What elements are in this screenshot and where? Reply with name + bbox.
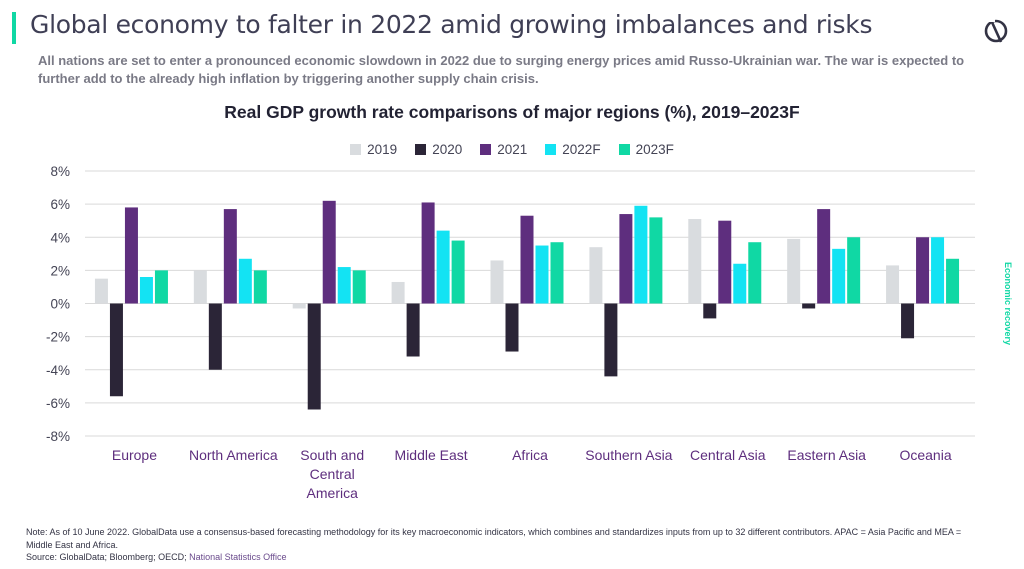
legend-item: 2023F [618, 142, 674, 157]
y-tick-label: 0% [50, 297, 70, 312]
y-tick-label: 4% [50, 230, 70, 245]
bar [901, 303, 915, 339]
legend-label: 2020 [432, 142, 463, 157]
chart-legend: 2019 2020 2021 2022F 2023F [0, 142, 1024, 157]
footnote: Note: As of 10 June 2022. GlobalData use… [26, 526, 986, 564]
bar [292, 303, 306, 309]
bar [94, 278, 108, 304]
page-title: Global economy to falter in 2022 amid gr… [30, 10, 873, 39]
y-tick-label: 8% [50, 164, 70, 179]
y-tick-label: -8% [46, 429, 70, 444]
legend-swatch [618, 144, 630, 155]
x-tick-label: North America [189, 447, 278, 463]
x-tick-label: South and [300, 447, 364, 463]
bar [703, 303, 717, 319]
title-accent-bar [12, 12, 16, 44]
source-text: Source: GlobalData; Bloomberg; OECD; [26, 552, 190, 562]
bar [124, 207, 138, 304]
bar [520, 215, 534, 304]
bar [817, 209, 831, 304]
bar [550, 242, 564, 304]
legend-item: 2020 [415, 142, 462, 157]
bar [916, 237, 930, 304]
bar [505, 303, 519, 352]
x-tick-label: Europe [112, 447, 157, 463]
bar [733, 263, 747, 304]
legend-label: 2023F [635, 142, 674, 157]
bar [451, 240, 465, 304]
legend-swatch [350, 144, 362, 155]
x-tick-label: Eastern Asia [787, 447, 866, 463]
legend-label: 2019 [367, 142, 398, 157]
x-tick-label: Oceania [899, 447, 951, 463]
legend-swatch [415, 144, 427, 155]
bar [154, 270, 168, 304]
legend-label: 2022F [562, 142, 601, 157]
bar [649, 217, 663, 304]
bar [748, 242, 762, 304]
x-tick-label: Middle East [395, 447, 468, 463]
chart-title: Real GDP growth rate comparisons of majo… [224, 102, 800, 122]
bar [634, 205, 648, 304]
source-link[interactable]: National Statistics Office [189, 552, 287, 562]
x-tick-label: Central Asia [690, 447, 766, 463]
bar [619, 214, 633, 304]
y-tick-label: -2% [46, 330, 70, 345]
bar [832, 248, 846, 304]
y-tick-label: 6% [50, 197, 70, 212]
x-tick-label: Southern Asia [585, 447, 672, 463]
footnote-source: Source: GlobalData; Bloomberg; OECD; Nat… [26, 551, 986, 564]
globaldata-logo-icon [984, 18, 1008, 43]
bar [886, 265, 900, 304]
bar-chart: 8% 6% 4% 2% 0% -2% -4% -6% -8% Europe North Americ… [46, 164, 975, 501]
bar [109, 303, 123, 397]
bar [931, 237, 945, 304]
legend-item: 2021 [480, 142, 527, 157]
bar [406, 303, 420, 357]
x-tick-label: America [307, 485, 359, 501]
bar [535, 245, 549, 304]
x-tick-label: Central [310, 466, 355, 482]
legend-swatch [545, 144, 557, 155]
bar [847, 237, 861, 304]
legend-swatch [480, 144, 492, 155]
legend-item: 2019 [350, 142, 397, 157]
bar [604, 303, 618, 377]
bar [208, 303, 222, 370]
y-tick-label: -6% [46, 396, 70, 411]
bar [253, 270, 267, 304]
y-tick-label: 2% [50, 263, 70, 278]
bar [139, 277, 153, 304]
bar [193, 270, 207, 304]
page-subtitle: All nations are set to enter a pronounce… [38, 53, 965, 86]
legend-item: 2022F [545, 142, 601, 157]
bar [718, 220, 732, 304]
bar [802, 303, 816, 309]
legend-label: 2021 [497, 142, 528, 157]
bar [589, 247, 603, 304]
bar [421, 202, 435, 304]
bar [490, 260, 504, 304]
bar [322, 200, 336, 304]
bar [391, 281, 405, 304]
economic-recovery-label: Economic recovery [1003, 262, 1013, 346]
y-tick-label: -4% [46, 363, 70, 378]
x-tick-label: Africa [512, 447, 548, 463]
bar [436, 230, 450, 304]
bar [787, 238, 801, 304]
bar [352, 270, 366, 304]
bar [223, 209, 237, 304]
bar [238, 258, 252, 304]
bar [337, 267, 351, 304]
bar [688, 219, 702, 304]
footnote-note: Note: As of 10 June 2022. GlobalData use… [26, 527, 962, 550]
bar [946, 258, 960, 304]
bar [307, 303, 321, 410]
